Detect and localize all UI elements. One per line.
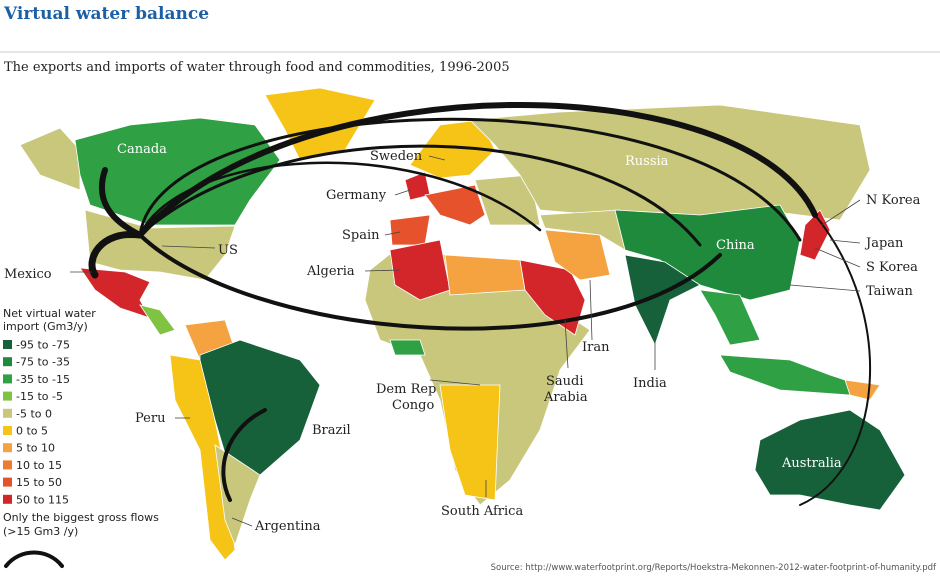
flows xyxy=(88,102,872,506)
north-africa xyxy=(444,254,526,296)
country-label: Japan xyxy=(864,236,904,251)
country-label: Saudi xyxy=(546,374,584,389)
flow-arc xyxy=(138,117,802,242)
country-label: Congo xyxy=(392,398,434,413)
legend-label: -95 to -75 xyxy=(16,339,70,352)
legend-swatch xyxy=(3,408,12,418)
algeria xyxy=(389,239,451,301)
australia xyxy=(754,409,906,511)
country-label: N Korea xyxy=(866,193,921,208)
china xyxy=(614,204,801,301)
canada xyxy=(74,117,281,226)
country-label: Arabia xyxy=(543,390,588,405)
legend-swatch xyxy=(3,357,12,367)
flow-arc xyxy=(138,161,542,237)
flow-arc xyxy=(138,144,702,247)
flows-note: Only the biggest gross flows xyxy=(3,511,159,524)
country-labels: Canada Sweden Russia Germany N Korea Spa… xyxy=(4,142,921,534)
country-label: Mexico xyxy=(4,267,52,282)
central-asia xyxy=(539,209,626,251)
country-label: India xyxy=(633,376,667,391)
subtitle: The exports and imports of water through… xyxy=(4,60,510,75)
country-label: Brazil xyxy=(312,423,351,438)
country-label: Russia xyxy=(625,154,669,169)
country-label: Argentina xyxy=(254,519,321,534)
legend-swatch xyxy=(3,477,12,487)
country-label: Iran xyxy=(582,340,610,355)
legend-label: 5 to 10 xyxy=(16,442,55,455)
southern-africa xyxy=(439,384,501,501)
legend-label: -5 to 0 xyxy=(16,407,52,420)
country-label: Dem Rep xyxy=(376,382,436,397)
legend-swatch xyxy=(3,494,12,504)
country-label: Australia xyxy=(781,456,842,471)
flow-arc xyxy=(88,231,144,279)
flow-arc xyxy=(221,408,267,502)
west-africa xyxy=(389,339,426,356)
flow-arc xyxy=(138,233,722,331)
papua xyxy=(844,379,881,401)
legend-title: Net virtual water xyxy=(3,307,96,320)
country-label: China xyxy=(716,238,755,253)
flows-note: (>15 Gm3 /y) xyxy=(3,525,78,538)
country-label: S Korea xyxy=(866,260,918,275)
title: Virtual water balance xyxy=(3,4,209,24)
eastern-europe xyxy=(474,174,541,226)
flow-key xyxy=(4,550,64,568)
country-label: Germany xyxy=(326,188,387,203)
legend-swatch xyxy=(3,340,12,349)
country-label: US xyxy=(218,243,238,258)
legend-swatch xyxy=(3,374,12,384)
leaders xyxy=(70,155,861,527)
indonesia xyxy=(719,354,861,396)
country-label: South Africa xyxy=(441,504,523,519)
legend-swatch xyxy=(3,426,12,435)
country-label: Peru xyxy=(135,411,165,426)
southeast-asia xyxy=(699,289,761,346)
legend-title: import (Gm3/y) xyxy=(3,320,88,333)
country-label: Taiwan xyxy=(866,284,913,299)
country-label: Canada xyxy=(117,142,167,157)
world-map xyxy=(19,87,906,561)
legend-label: -35 to -15 xyxy=(16,373,70,386)
legend: Net virtual water import (Gm3/y) Only th… xyxy=(0,303,159,568)
legend-label: -75 to -35 xyxy=(16,356,70,369)
legend-swatch xyxy=(3,391,12,401)
japan xyxy=(799,209,831,261)
legend-label: -15 to -5 xyxy=(16,390,63,403)
alaska xyxy=(19,127,81,191)
central-america xyxy=(139,304,176,336)
country-label: Sweden xyxy=(370,149,423,164)
flow-arc xyxy=(98,167,143,238)
west-coast xyxy=(169,354,236,561)
flow-arc xyxy=(137,102,818,238)
legend-swatch xyxy=(3,443,12,453)
legend-label: 50 to 115 xyxy=(16,493,69,506)
legend-label: 10 to 15 xyxy=(16,459,62,472)
legend-bg xyxy=(0,303,98,499)
spain xyxy=(389,214,431,246)
legend-label: 0 to 5 xyxy=(16,425,48,438)
legend-swatch xyxy=(3,460,12,470)
country-label: Algeria xyxy=(306,264,355,279)
source: Source: http://www.waterfootprint.org/Re… xyxy=(491,563,937,573)
legend-label: 15 to 50 xyxy=(16,476,62,489)
country-label: Spain xyxy=(342,228,380,243)
flow-arc xyxy=(799,214,872,506)
